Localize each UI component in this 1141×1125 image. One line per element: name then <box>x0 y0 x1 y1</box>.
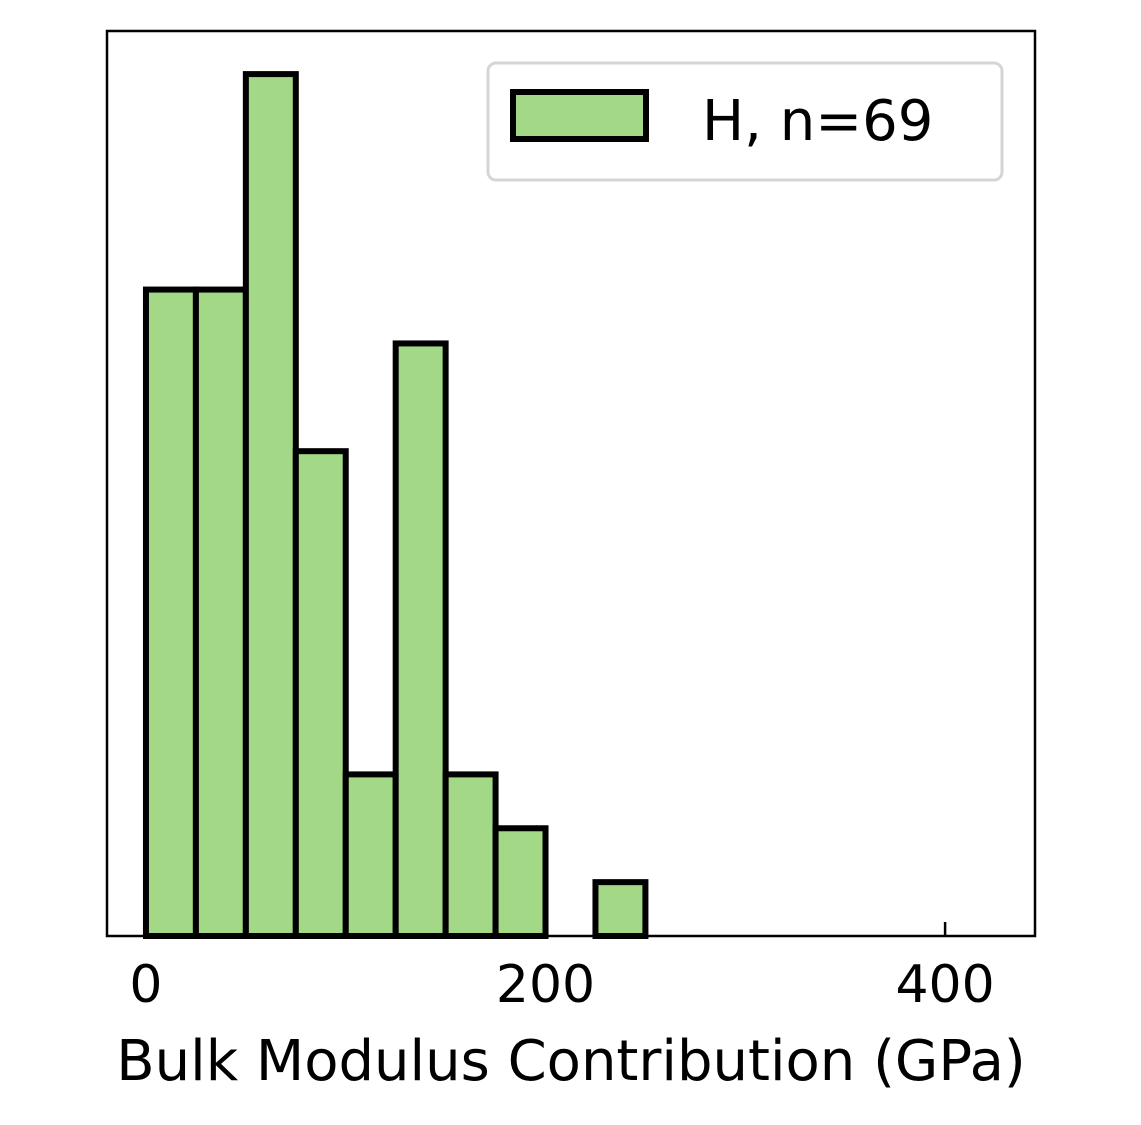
histogram-bar <box>192 286 249 940</box>
histogram-bar <box>442 771 499 940</box>
histogram-bar <box>292 448 349 939</box>
histogram-bar <box>592 879 649 940</box>
histogram-bar <box>142 286 199 940</box>
x-ticks: 0 200 400 <box>129 922 995 1015</box>
bars-layer <box>142 71 649 940</box>
legend-label-h: H, n=69 <box>702 89 933 154</box>
histogram-bar <box>342 771 399 940</box>
histogram-bar <box>392 340 449 939</box>
x-tick-label: 400 <box>895 955 994 1015</box>
legend-swatch-h <box>510 89 649 142</box>
histogram-bar <box>242 71 299 940</box>
legend: H, n=69 <box>486 61 1004 182</box>
x-tick-label: 0 <box>129 955 162 1015</box>
x-tick-label: 200 <box>496 955 595 1015</box>
plot-frame <box>105 29 1037 938</box>
histogram-bar <box>492 825 549 939</box>
x-axis-label: Bulk Modulus Contribution (GPa) <box>116 1029 1026 1094</box>
